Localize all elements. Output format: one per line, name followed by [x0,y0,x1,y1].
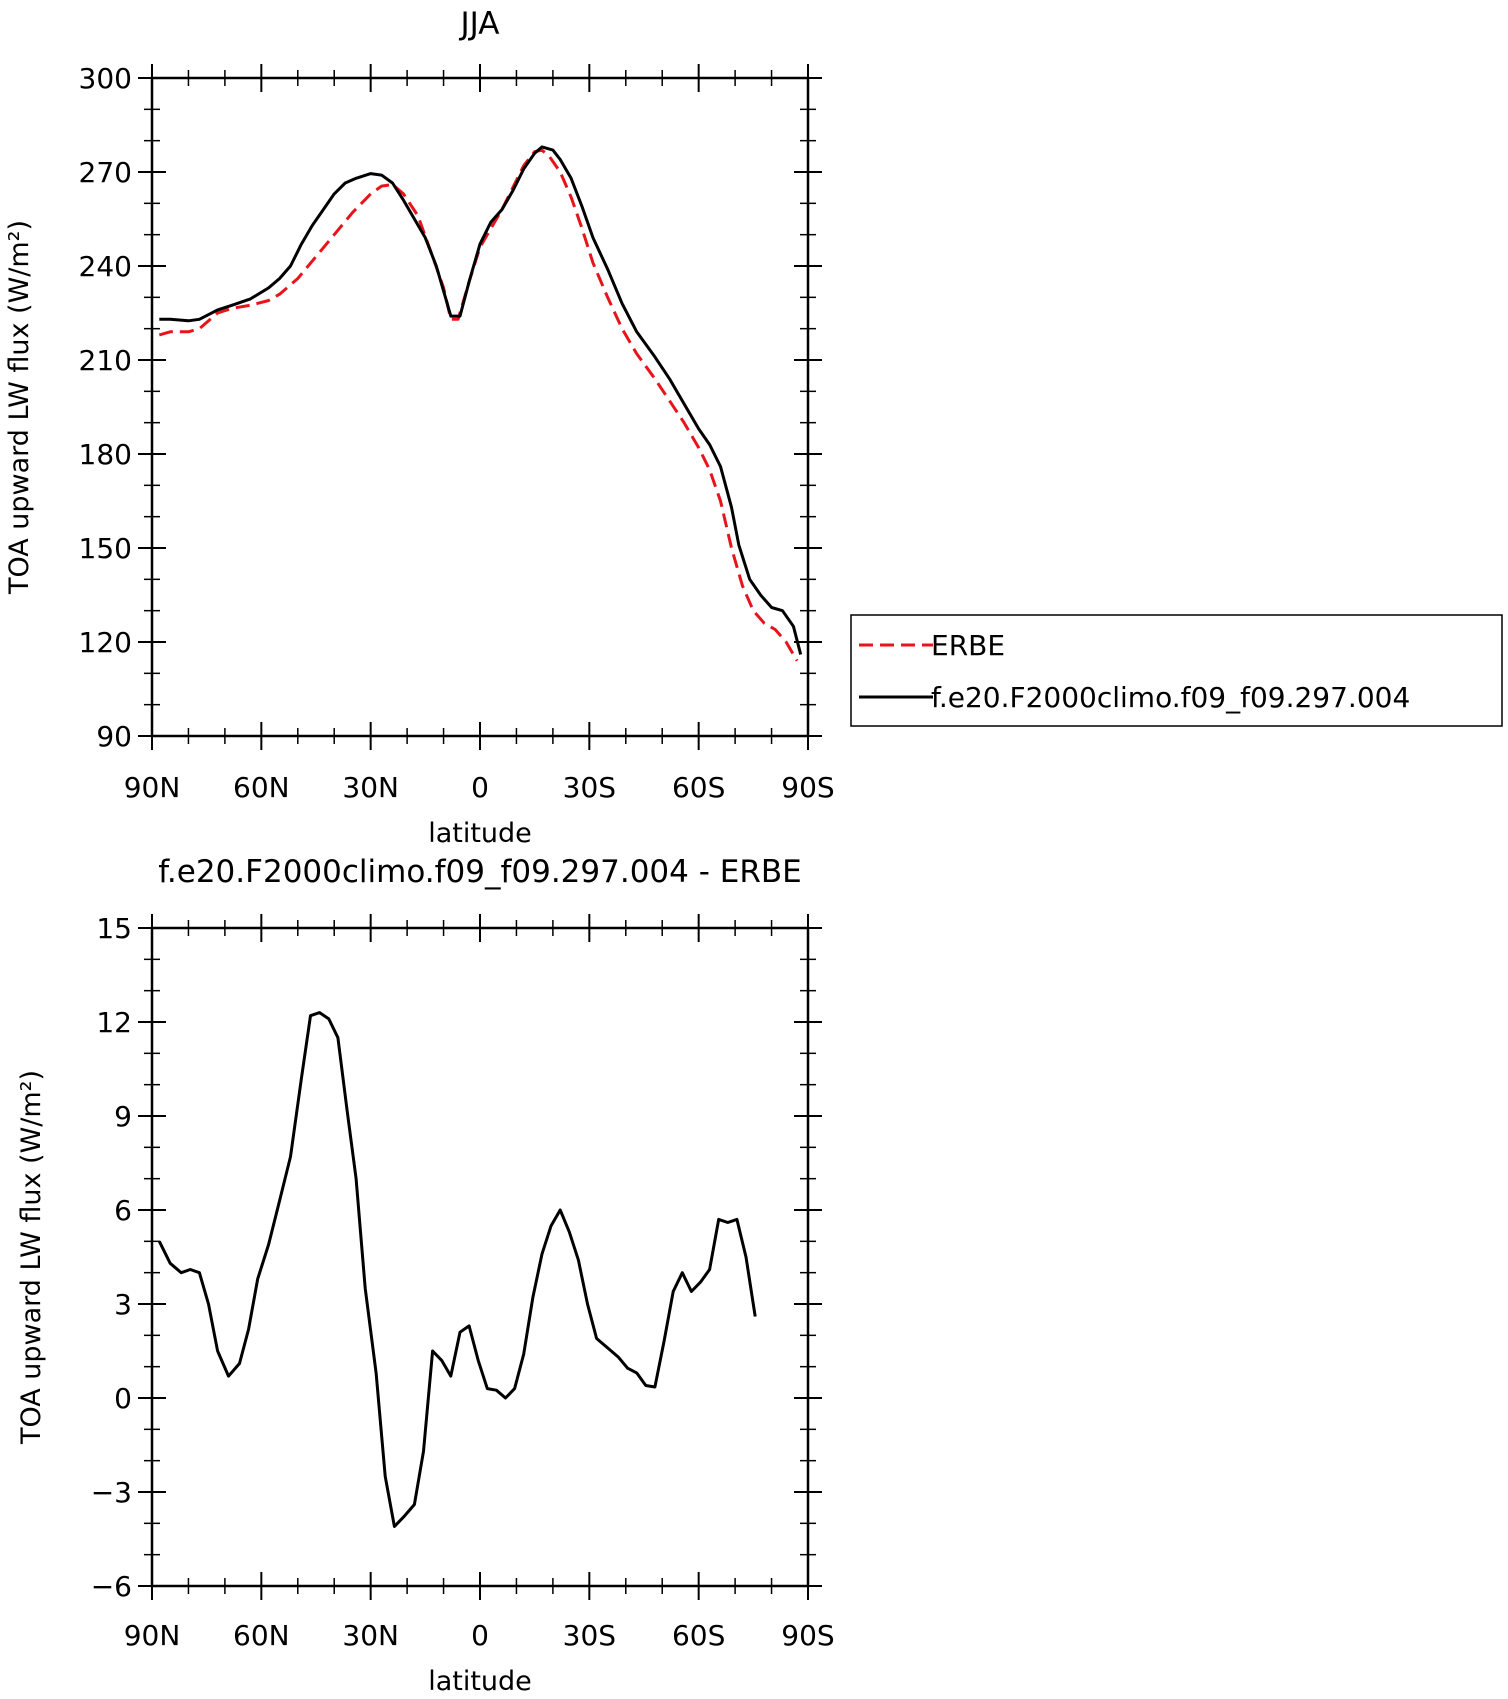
legend: ERBE f.e20.F2000climo.f09_f09.297.004 [850,614,1503,727]
series-line-f-e20-f2000climo-f09-f09-297-004 [159,145,803,655]
y-tick-label: 90 [96,720,132,753]
x-tick-label: 60N [233,1619,290,1652]
x-axis-title: latitude [428,818,532,849]
x-axis-title: latitude [428,1666,532,1697]
x-tick-label: 0 [471,771,489,804]
chart-panel-2: f.e20.F2000climo.f09_f09.297.004 - ERBE −… [16,854,835,1697]
y-tick-label: 300 [79,62,132,95]
y-tick-label: 210 [79,344,132,377]
y-tick-label: 270 [79,156,132,189]
plot-frame [150,76,810,738]
y-tick-label: 180 [79,438,132,471]
chart-panel-1: JJA 90 120 150 180 210 240 270 300 90N 60N 30N 0 30S 6… [4,6,1503,849]
y-tick-label: 150 [79,532,132,565]
legend-label: ERBE [931,629,1005,662]
series-line-1 [157,1011,757,1528]
x-tick-label: 60S [672,1619,725,1652]
y-tick-label: 120 [79,626,132,659]
y-axis-title: TOA upward LW flux (W/m²) [4,220,35,595]
legend-label: f.e20.F2000climo.f09_f09.297.004 [931,681,1410,714]
y-tick-label: 9 [114,1100,132,1133]
x-tick-label: 90S [781,1619,834,1652]
plot-frame [150,926,810,1588]
y-axis-title: TOA upward LW flux (W/m²) [16,1070,47,1445]
y-tick-label: −6 [91,1570,132,1603]
x-tick-label: 90N [124,771,181,804]
y-tick-label: 12 [96,1006,132,1039]
y-tick-label: 6 [114,1194,132,1227]
series-line-erbe [158,148,799,662]
x-tick-label: 60S [672,771,725,804]
x-tick-label: 30S [563,1619,616,1652]
x-tick-label: 60N [233,771,290,804]
y-tick-label: 3 [114,1288,132,1321]
x-tick-label: 0 [471,1619,489,1652]
x-tick-label: 30S [563,771,616,804]
x-tick-label: 90S [781,771,834,804]
chart-title: JJA [459,6,500,42]
y-tick-label: −3 [91,1476,132,1509]
y-tick-label: 15 [96,912,132,945]
y-tick-label: 0 [114,1382,132,1415]
chart-title: f.e20.F2000climo.f09_f09.297.004 - ERBE [158,854,802,890]
x-tick-label: 90N [124,1619,181,1652]
x-tick-label: 30N [342,771,399,804]
legend-box [850,614,1503,727]
x-tick-label: 30N [342,1619,399,1652]
y-tick-label: 240 [79,250,132,283]
